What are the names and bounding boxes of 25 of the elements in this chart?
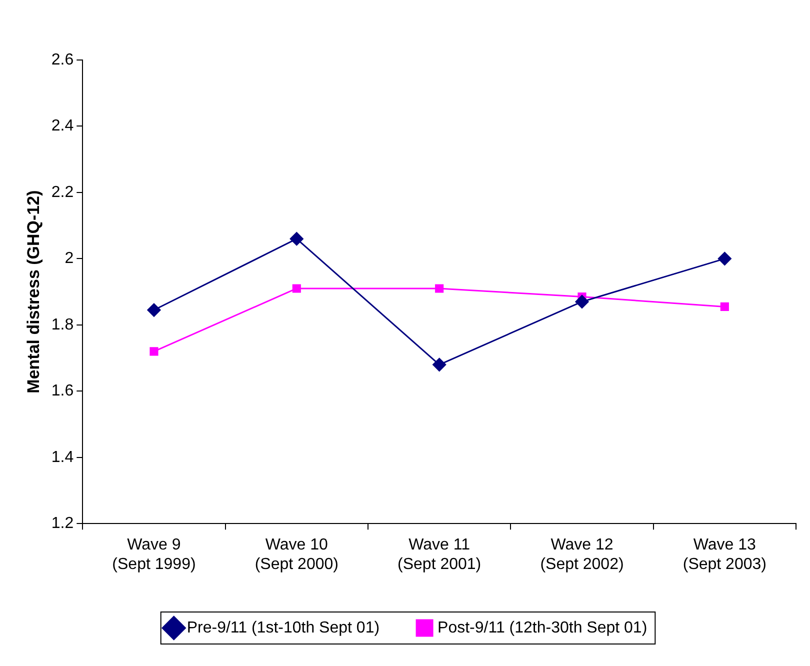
- y-tick-label: 2.2: [51, 184, 74, 201]
- y-tick-label: 1.8: [51, 316, 74, 334]
- legend-label: Pre-9/11 (1st-10th Sept 01): [186, 619, 380, 636]
- legend-label: Post-9/11 (12th-30th Sept 01): [438, 619, 648, 636]
- point: [720, 302, 729, 311]
- y-tick-label: 2.4: [51, 118, 74, 135]
- y-axis-title: Mental distress (GHQ-12): [24, 190, 43, 394]
- point: [292, 284, 301, 293]
- y-tick-label: 1.2: [51, 515, 74, 532]
- point: [575, 294, 589, 308]
- point: [150, 347, 158, 356]
- point: [435, 284, 444, 293]
- point: [147, 303, 161, 317]
- point: [290, 232, 304, 246]
- point: [718, 252, 732, 266]
- x-tick-label: Wave 10 (Sept 2000): [254, 536, 338, 573]
- point: [432, 358, 446, 372]
- x-tick-label: Wave 12 (Sept 2002): [540, 536, 624, 573]
- x-tick-label: Wave 11 (Sept 2001): [398, 536, 482, 573]
- x-tick-label: Wave 9 (Sept 1999): [112, 536, 196, 573]
- y-tick-label: 1.4: [51, 448, 74, 466]
- y-tick-label: 2: [64, 250, 74, 268]
- y-tick-label: 2.6: [51, 51, 74, 68]
- x-tick-label: Wave 13 (Sept 2003): [682, 536, 766, 573]
- y-tick-label: 1.6: [51, 382, 74, 400]
